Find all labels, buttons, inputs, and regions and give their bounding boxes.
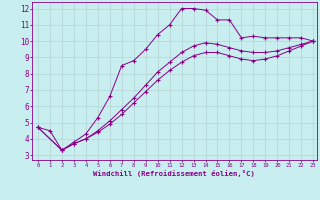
X-axis label: Windchill (Refroidissement éolien,°C): Windchill (Refroidissement éolien,°C) <box>93 170 255 177</box>
